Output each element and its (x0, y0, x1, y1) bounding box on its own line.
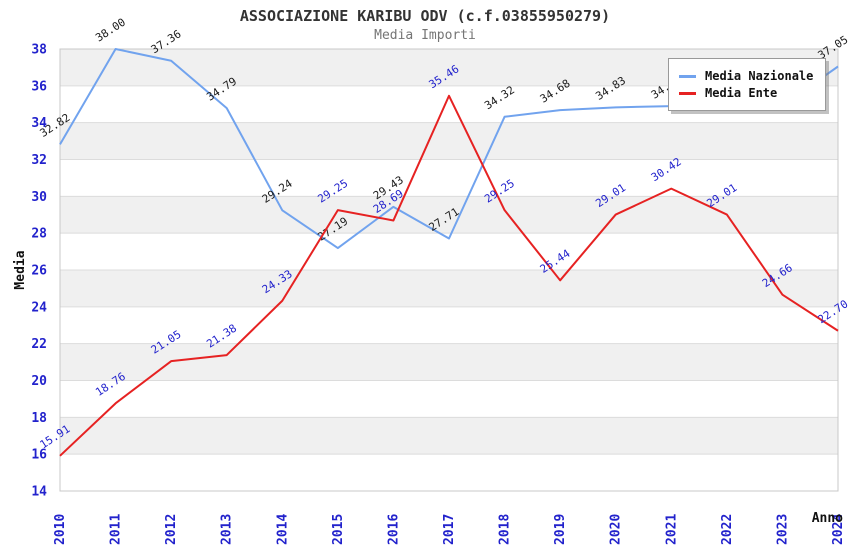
legend-item-label: Media Ente (705, 86, 778, 100)
series-line-media-ente (59, 94, 839, 457)
plot-band (60, 122, 838, 160)
x-tick-label: 2021 (664, 514, 679, 545)
x-tick-label: 2010 (53, 514, 68, 545)
plot-band (60, 417, 838, 455)
plot-band (60, 306, 838, 344)
plot-band (60, 380, 838, 418)
y-tick-label: 36 (31, 79, 47, 94)
x-tick-label: 2019 (553, 514, 568, 545)
plot-band (60, 159, 838, 197)
chart-subtitle: Media Importi (374, 28, 476, 43)
x-tick-label: 2014 (275, 514, 290, 545)
x-tick-label: 2022 (720, 514, 735, 545)
y-axis-title: Media (13, 250, 28, 289)
point-value-label: 38.00 (93, 16, 128, 45)
y-tick-label: 32 (31, 153, 47, 168)
x-tick-label: 2020 (609, 514, 624, 545)
x-tick-label: 2024 (831, 514, 846, 545)
x-tick-label: 2015 (331, 514, 346, 545)
y-tick-label: 16 (31, 448, 47, 463)
x-tick-label: 2023 (775, 514, 790, 545)
x-tick-label: 2013 (220, 514, 235, 545)
x-axis-title: Anno (812, 511, 843, 526)
plot-band (60, 196, 838, 234)
legend-line-swatch-icon (679, 74, 696, 78)
plot-band (60, 343, 838, 381)
y-tick-label: 34 (31, 116, 47, 131)
plot-area (59, 48, 839, 492)
chart-title: ASSOCIAZIONE KARIBU ODV (c.f.03855950279… (239, 7, 611, 25)
legend-item-label: Media Nazionale (705, 69, 814, 83)
y-tick-label: 26 (31, 264, 47, 279)
legend-line-swatch-icon (679, 91, 696, 95)
y-tick-label: 38 (31, 43, 47, 58)
plot-band (60, 454, 838, 491)
legend-box: Media Nazionale Media Ente (668, 58, 826, 111)
x-tick-label: 2016 (386, 514, 401, 545)
y-tick-label: 14 (31, 485, 47, 500)
y-tick-label: 28 (31, 227, 47, 242)
legend-item-media-nazionale: Media Nazionale (679, 69, 817, 83)
y-tick-label: 30 (31, 190, 47, 205)
x-tick-label: 2012 (164, 514, 179, 545)
x-tick-label: 2011 (109, 514, 124, 545)
y-tick-label: 24 (31, 300, 47, 315)
plot-band (60, 270, 838, 307)
y-tick-label: 20 (31, 374, 47, 389)
y-tick-label: 22 (31, 337, 47, 352)
legend-item-media-ente: Media Ente (679, 86, 817, 100)
y-tick-label: 18 (31, 411, 47, 426)
x-tick-label: 2018 (498, 514, 513, 545)
x-tick-label: 2017 (442, 514, 457, 545)
